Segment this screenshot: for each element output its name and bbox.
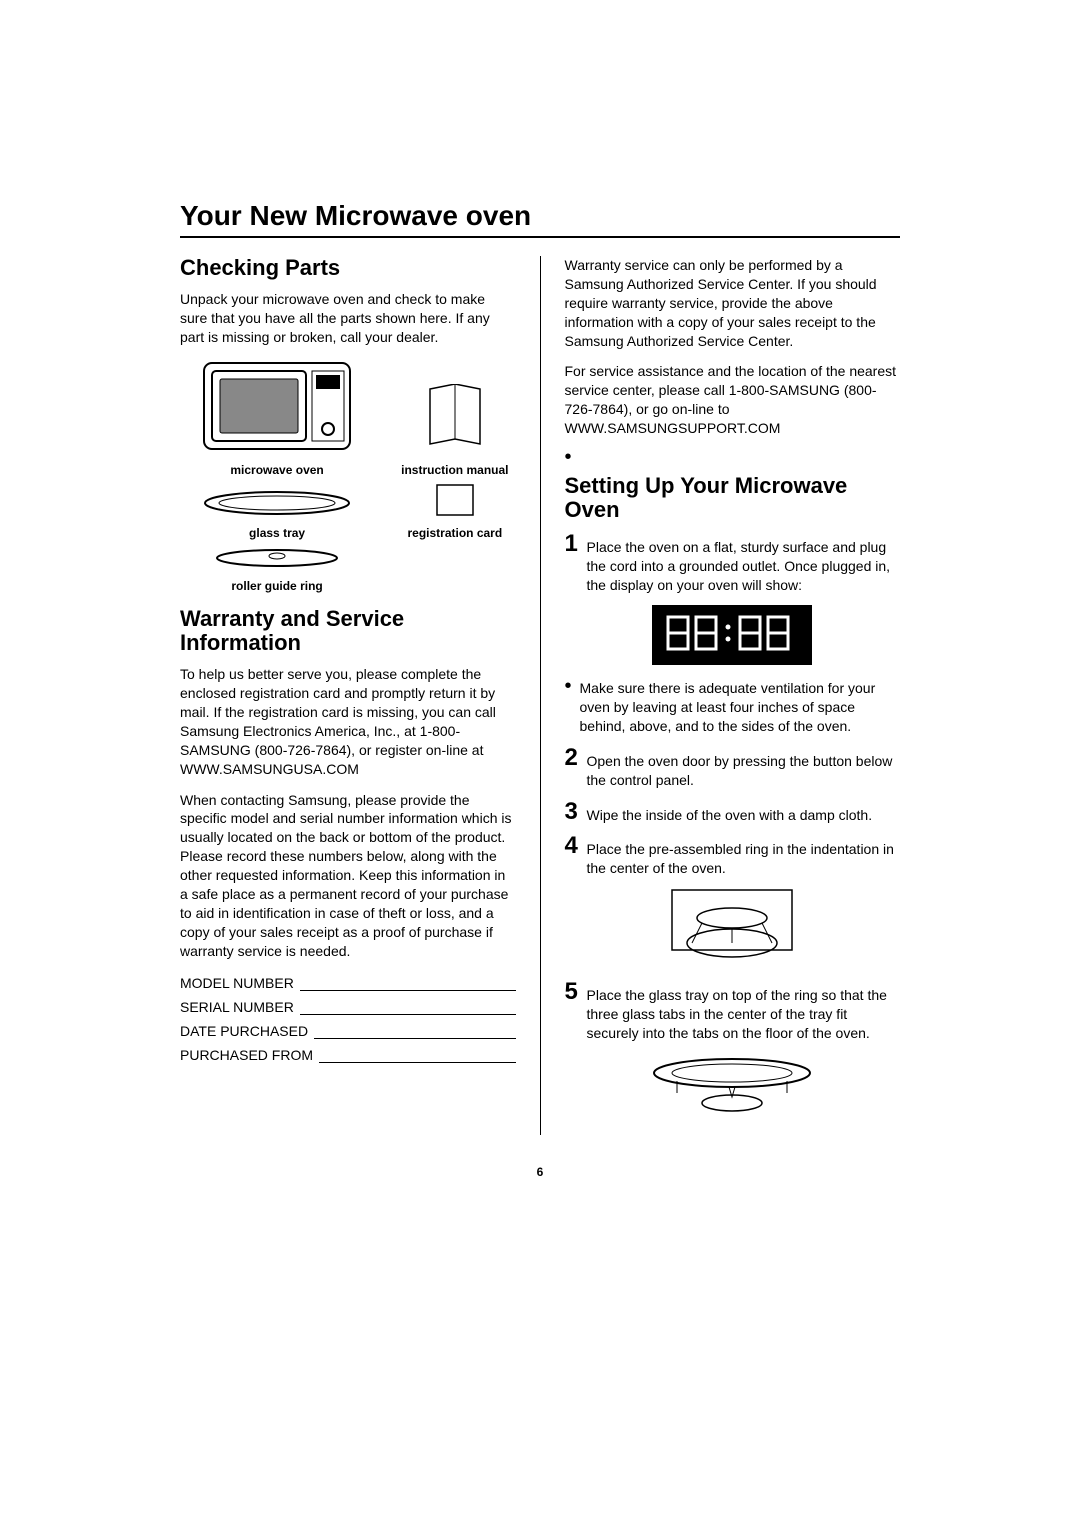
step-4-text: Place the pre-assembled ring in the inde… xyxy=(587,834,901,878)
date-purchased-row: DATE PURCHASED xyxy=(180,1023,516,1039)
step-2-text: Open the oven door by pressing the butto… xyxy=(587,746,901,790)
card-label: registration card xyxy=(394,526,515,540)
step-4-number: 4 xyxy=(565,834,587,858)
microwave-icon xyxy=(202,359,352,454)
from-label: PURCHASED FROM xyxy=(180,1047,313,1063)
model-label: MODEL NUMBER xyxy=(180,975,294,991)
step-4: 4 Place the pre-assembled ring in the in… xyxy=(565,834,901,878)
step-5-text: Place the glass tray on top of the ring … xyxy=(587,980,901,1043)
glass-tray-icon xyxy=(202,489,352,517)
column-divider xyxy=(540,256,541,1135)
microwave-label: microwave oven xyxy=(180,463,374,477)
roller-ring-icon xyxy=(212,546,342,570)
ring-label: roller guide ring xyxy=(180,579,374,593)
tray-label: glass tray xyxy=(180,526,374,540)
step-1: 1 Place the oven on a flat, sturdy surfa… xyxy=(565,532,901,595)
model-number-row: MODEL NUMBER xyxy=(180,975,516,991)
setup-heading: Setting Up Your Microwave Oven xyxy=(565,474,901,522)
warranty-p1: To help us better serve you, please comp… xyxy=(180,665,516,778)
part-microwave: microwave oven xyxy=(180,359,374,477)
ventilation-bullet: • Make sure there is adequate ventilatio… xyxy=(565,679,901,736)
page-number: 6 xyxy=(180,1165,900,1179)
manual-page: Your New Microwave oven Checking Parts U… xyxy=(180,0,900,1299)
warranty-cont-p2: For service assistance and the location … xyxy=(565,362,901,438)
manual-icon xyxy=(425,384,485,454)
step-1-text: Place the oven on a flat, sturdy surface… xyxy=(587,532,901,595)
checking-parts-heading: Checking Parts xyxy=(180,256,516,280)
step-3: 3 Wipe the inside of the oven with a dam… xyxy=(565,800,901,825)
serial-number-row: SERIAL NUMBER xyxy=(180,999,516,1015)
step-2-number: 2 xyxy=(565,746,587,770)
oven-display xyxy=(652,605,812,665)
parts-grid: microwave oven instruction manual glass … xyxy=(180,359,516,593)
checking-parts-intro: Unpack your microwave oven and check to … xyxy=(180,290,516,347)
step-3-number: 3 xyxy=(565,800,587,824)
serial-blank xyxy=(300,1000,516,1015)
step-5-number: 5 xyxy=(565,980,587,1004)
serial-label: SERIAL NUMBER xyxy=(180,999,294,1015)
purchased-from-row: PURCHASED FROM xyxy=(180,1047,516,1063)
step-5: 5 Place the glass tray on top of the rin… xyxy=(565,980,901,1043)
manual-label: instruction manual xyxy=(394,463,515,477)
step-2: 2 Open the oven door by pressing the but… xyxy=(565,746,901,790)
warranty-heading: Warranty and Service Information xyxy=(180,607,516,655)
part-tray: glass tray xyxy=(180,489,374,540)
date-blank xyxy=(314,1024,515,1039)
part-manual: instruction manual xyxy=(394,384,515,477)
warranty-cont-p1: Warranty service can only be performed b… xyxy=(565,256,901,350)
step-1-number: 1 xyxy=(565,532,587,556)
seven-segment-icon xyxy=(662,613,802,653)
date-label: DATE PURCHASED xyxy=(180,1023,308,1039)
step-3-text: Wipe the inside of the oven with a damp … xyxy=(587,800,873,825)
bullet-icon: • xyxy=(565,679,572,693)
from-blank xyxy=(319,1048,515,1063)
model-blank xyxy=(300,976,516,991)
warranty-p2: When contacting Samsung, please provide … xyxy=(180,791,516,961)
page-title: Your New Microwave oven xyxy=(180,200,900,238)
two-column-layout: Checking Parts Unpack your microwave ove… xyxy=(180,256,900,1135)
part-card: registration card xyxy=(394,483,515,540)
right-column: Warranty service can only be performed b… xyxy=(565,256,901,1135)
spacer-bullet: • xyxy=(565,450,901,464)
bullet-icon: • xyxy=(565,450,572,464)
card-icon xyxy=(435,483,475,517)
ventilation-text: Make sure there is adequate ventilation … xyxy=(580,679,900,736)
part-ring: roller guide ring xyxy=(180,546,374,593)
tray-placement-icon xyxy=(647,1053,817,1123)
left-column: Checking Parts Unpack your microwave ove… xyxy=(180,256,516,1135)
ring-placement-icon xyxy=(662,888,802,968)
